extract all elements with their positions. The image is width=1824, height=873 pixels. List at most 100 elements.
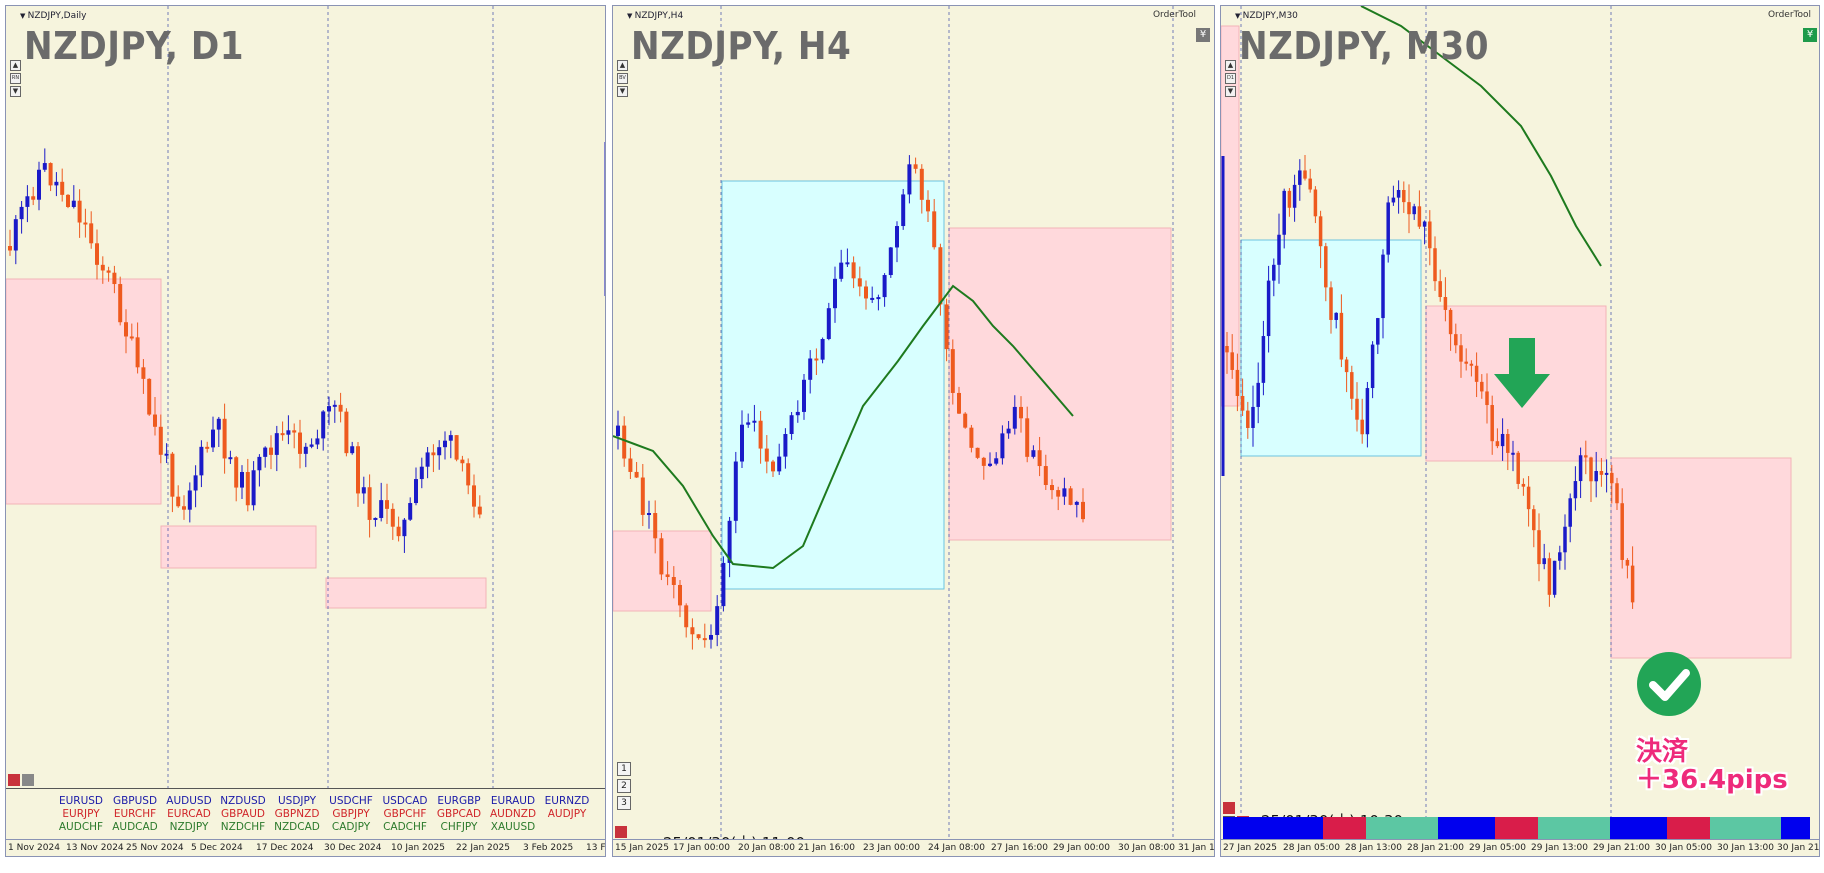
zone-box xyxy=(1610,457,1792,659)
symbol-button[interactable]: GBPJPY xyxy=(332,808,370,820)
candle-body xyxy=(1454,334,1458,346)
candle-body xyxy=(1532,509,1536,531)
symbol-button[interactable]: EURGBP xyxy=(437,795,481,807)
candle-body xyxy=(684,605,689,628)
scale-button[interactable]: D1 xyxy=(1225,73,1236,84)
candlestick-chart-h4[interactable] xyxy=(613,6,1215,857)
symbol-button[interactable]: GBPCAD xyxy=(436,808,482,820)
symbol-button[interactable]: GBPNZD xyxy=(274,808,320,820)
close-panel-icon[interactable] xyxy=(8,774,20,786)
color-bar-segment xyxy=(1265,817,1324,839)
symbol-button[interactable]: GBPUSD xyxy=(112,795,158,807)
candle-body xyxy=(851,262,856,279)
symbol-button[interactable]: CHFJPY xyxy=(440,821,478,833)
symbol-column: GBPUSD EURCHF AUDCAD xyxy=(110,795,160,834)
candle-body xyxy=(1031,450,1036,457)
symbol-button[interactable]: EURCAD xyxy=(167,808,211,820)
ordertool-label[interactable]: OrderTool xyxy=(1767,10,1811,20)
candle-body xyxy=(89,223,94,244)
symbol-button[interactable]: NZDCAD xyxy=(274,821,320,833)
scale-button[interactable]: BV xyxy=(617,73,628,84)
candlestick-chart-d1[interactable] xyxy=(6,6,606,857)
candle-body xyxy=(789,415,794,435)
candle-body xyxy=(994,458,999,464)
scale-button[interactable]: RN xyxy=(10,73,21,84)
symbol-timeframe-label: NZDJPY, D1 xyxy=(24,24,245,68)
ordertool-label[interactable]: OrderTool xyxy=(1152,10,1196,20)
candlestick-chart-m30[interactable] xyxy=(1221,6,1820,857)
candle-body xyxy=(228,457,233,460)
candle-body xyxy=(48,163,53,186)
candle-body xyxy=(876,297,881,300)
number-button-3[interactable]: 3 xyxy=(617,796,631,810)
symbol-button[interactable]: EURAUD xyxy=(490,795,536,807)
candle-body xyxy=(1558,552,1562,561)
symbol-timeframe-label: NZDJPY, M30 xyxy=(1239,24,1489,68)
number-button-1[interactable]: 1 xyxy=(617,762,631,776)
candle-body xyxy=(882,275,887,298)
symbol-button[interactable]: NZDUSD xyxy=(220,795,266,807)
candle-body xyxy=(1318,216,1323,247)
symbol-button[interactable]: EURJPY xyxy=(62,808,100,820)
candle-body xyxy=(37,169,41,200)
chart-panel-d1[interactable]: NZDJPY,Daily NZDJPY, D1 ▲ RN ▼ EURUSDEUR… xyxy=(5,5,606,857)
yen-icon[interactable]: ¥ xyxy=(1196,28,1210,42)
scroll-down-button[interactable]: ▼ xyxy=(617,86,628,97)
scroll-up-button[interactable]: ▲ xyxy=(10,60,21,71)
candle-body xyxy=(771,461,775,472)
symbol-button[interactable]: GBPCHF xyxy=(383,808,427,820)
candle-body xyxy=(396,526,401,537)
symbol-button[interactable]: AUDNZD xyxy=(489,808,537,820)
candle-body xyxy=(1438,281,1442,298)
candle-body xyxy=(1240,395,1245,411)
candle-body xyxy=(1422,221,1427,227)
symbol-button[interactable]: NZDCHF xyxy=(220,821,266,833)
scroll-down-button[interactable]: ▼ xyxy=(10,86,21,97)
candle-body xyxy=(802,379,806,412)
candle-body xyxy=(1037,450,1042,467)
candle-body xyxy=(1000,433,1005,459)
candle-body xyxy=(1407,202,1411,215)
chart-panel-h4[interactable]: NZDJPY,H4 NZDJPY, H4 OrderTool ¥ ▲ BV ▼ … xyxy=(612,5,1215,857)
symbol-button[interactable]: USDCHF xyxy=(329,795,373,807)
candle-body xyxy=(1360,419,1364,435)
symbol-button[interactable]: CADCHF xyxy=(383,821,427,833)
symbol-button[interactable]: CADJPY xyxy=(331,821,371,833)
close-panel-icon[interactable] xyxy=(615,826,627,838)
candle-body xyxy=(1490,405,1494,442)
number-button-2[interactable]: 2 xyxy=(617,779,631,793)
symbol-button[interactable]: XAUUSD xyxy=(490,821,536,833)
candle-body xyxy=(1251,406,1255,428)
candle-body xyxy=(1277,234,1281,265)
scroll-up-button[interactable]: ▲ xyxy=(617,60,628,71)
symbol-button[interactable]: EURCHF xyxy=(113,808,157,820)
symbol-button[interactable]: AUDCAD xyxy=(112,821,158,833)
symbol-button[interactable]: EURNZD xyxy=(544,795,590,807)
candle-body xyxy=(709,634,713,640)
symbol-button[interactable]: USDJPY xyxy=(277,795,317,807)
close-panel-icon[interactable] xyxy=(1223,802,1235,814)
candle-body xyxy=(740,424,744,462)
symbol-button[interactable]: EURUSD xyxy=(58,795,104,807)
candle-body xyxy=(350,446,355,454)
candle-body xyxy=(1417,206,1422,227)
symbol-button[interactable]: AUDCHF xyxy=(58,821,104,833)
candle-body xyxy=(373,517,378,520)
symbol-button[interactable]: AUDJPY xyxy=(547,808,587,820)
symbol-button[interactable]: NZDJPY xyxy=(169,821,209,833)
time-axis-label: 15 Jan 2025 xyxy=(615,843,669,853)
yen-icon[interactable]: ¥ xyxy=(1803,28,1817,42)
symbol-button[interactable]: GBPAUD xyxy=(221,808,265,820)
scroll-down-button[interactable]: ▼ xyxy=(1225,86,1236,97)
scroll-up-button[interactable]: ▲ xyxy=(1225,60,1236,71)
down-arrow-icon xyxy=(1492,338,1552,412)
candle-body xyxy=(1620,503,1624,560)
candle-body xyxy=(1329,287,1333,320)
symbol-button[interactable]: AUDUSD xyxy=(166,795,212,807)
symbol-button[interactable]: USDCAD xyxy=(382,795,428,807)
minimize-panel-icon[interactable] xyxy=(22,774,34,786)
symbol-column: EURUSD EURJPY AUDCHF xyxy=(56,795,106,834)
scroll-buttons: ▲ D1 ▼ xyxy=(1225,60,1236,99)
chart-panel-m30[interactable]: NZDJPY,M30 NZDJPY, M30 OrderTool ¥ ▲ D1 … xyxy=(1220,5,1820,857)
time-axis-label: 20 Jan 08:00 xyxy=(738,843,795,853)
